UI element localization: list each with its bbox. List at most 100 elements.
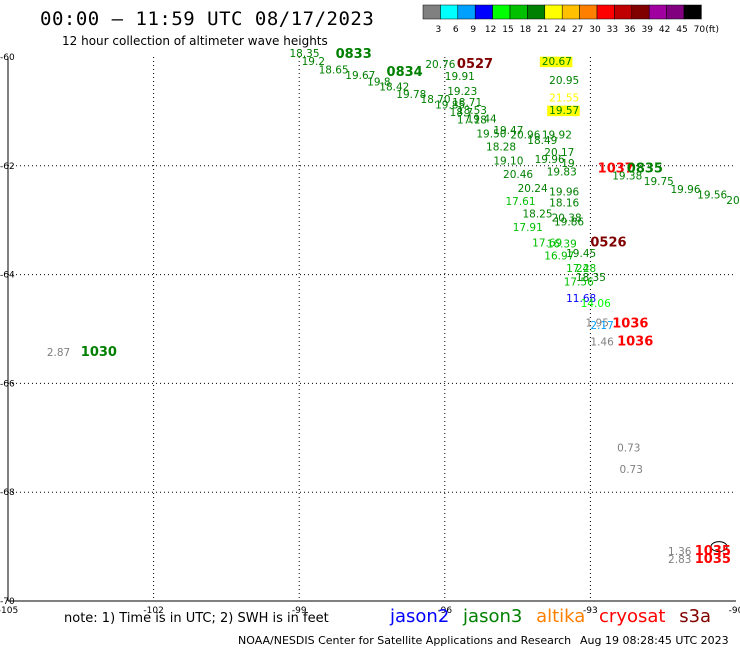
wave-height-value: 19.2 [302,56,325,68]
wave-height-value: 19.67 [345,70,375,82]
wave-height-value: 19.85 [435,100,465,112]
wave-height-value: 16.39 [547,238,577,250]
legend-swatch [561,4,580,20]
legend-swatch [648,4,667,20]
legend-label: 39 [641,25,653,35]
lon-tick-label: -99 [292,606,307,616]
pass-time-label: 0527 [457,57,493,72]
wave-height-value: 19.45 [566,248,596,260]
pass-time-label: 1030 [81,345,117,360]
wave-height-value: 17.56 [564,276,594,288]
lon-tick-label: -102 [143,606,163,616]
wave-height-value: 20.46 [503,169,533,181]
wave-height-value: 18.35 [576,272,606,284]
pass-time-label: 1035 [695,552,731,567]
wave-height-value: 18.28 [486,142,516,154]
legend-swatch [440,4,459,20]
wave-height-value: 18.35 [289,48,319,60]
wave-height-value: 19.8 [367,76,390,88]
wave-height-value: 17.91 [513,222,543,234]
color-legend: 3 6 9 12 15 18 21 24 27 30 33 36 39 42 45 70 (ft) [422,4,719,35]
legend-swatch [509,4,528,20]
wave-height-value: 2.17 [590,320,613,332]
credit-text: NOAA/NESDIS Center for Satellite Applica… [238,634,572,647]
wave-height-value: 18.53 [457,105,487,117]
wave-height-value: 0.73 [620,464,643,476]
wave-height-value: 18.7 [450,107,473,119]
coastline-shape [710,541,728,553]
wave-height-value: 19.86 [554,217,584,229]
lat-tick-label: -60 [0,53,15,63]
legend-label: 3 [436,25,442,35]
wave-height-value: 18.42 [379,82,409,94]
wave-height-value: 20.96 [510,130,540,142]
wave-height-value: 19.56 [697,189,727,201]
wave-height-value: 19.96 [535,154,565,166]
wave-height-value: 19.92 [542,130,572,142]
lon-tick-label: -105 [0,606,18,616]
legend-label: 45 [676,25,687,35]
page-title: 00:00 – 11:59 UTC 08/17/2023 [40,8,375,30]
lon-tick-label: -90 [729,606,740,616]
lat-tick-label: -62 [0,162,15,172]
legend-label: 70 [694,25,706,35]
wave-height-value: 14.06 [581,298,611,310]
footer-note: note: 1) Time is in UTC; 2) SWH is in fe… [64,611,329,626]
wave-height-value: 19.50 [476,129,506,141]
wave-height-value: 19.83 [547,167,577,179]
wave-height-value: 19.78 [396,89,426,101]
wave-height-value: 2.83 [668,554,691,566]
legend-label: 33 [607,25,618,35]
legend-label: 21 [537,25,548,35]
legend-label: 6 [453,25,459,35]
wave-height-value: 19.91 [445,71,475,83]
legend-swatch [579,4,598,20]
wave-height-value: 20.24 [518,183,548,195]
legend-swatch [666,4,685,20]
lat-tick-label: -68 [0,488,15,498]
wave-height-value: 1.46 [590,336,614,348]
satellite-legend: jason2 jason3 altika cryosat s3a [390,606,719,627]
wave-height-value: 17.18 [457,114,487,126]
legend-label: 27 [572,25,583,35]
wave-height-value: 17.61 [505,196,535,208]
wave-height-value: 16.97 [544,250,574,262]
lon-tick-label: -93 [583,606,598,616]
pass-time-label: 1035 [695,544,731,559]
legend-label: 9 [470,25,476,35]
wave-height-value: 19 [561,158,574,170]
legend-swatch [683,4,702,20]
wave-height-value: 2.87 [47,347,70,359]
pass-time-label: 1037 [598,161,634,176]
wave-height-value: 18.70 [421,94,451,106]
legend-swatch [422,4,441,20]
wave-height-value: 20.76 [425,59,455,71]
legend-swatch [492,4,511,20]
wave-height-value: 18.16 [549,198,579,210]
pass-time-label: 0835 [627,161,663,176]
legend-swatch [457,4,476,20]
wave-height-value: 19.57 [549,105,579,117]
wave-height-value: 1.36 [668,546,692,558]
lat-tick-label: -70 [0,597,15,607]
legend-label: 12 [485,25,496,35]
wave-height-value: 21.55 [549,93,579,105]
satellite-altika: altika [536,606,586,627]
legend-swatch [614,4,633,20]
wave-height-value: 19.75 [644,176,674,188]
wave-height-value: 17.69 [532,237,562,249]
wave-height-value: 19.96 [549,187,579,199]
legend-swatch [596,4,615,20]
pass-time-label: 0834 [387,65,423,80]
legend-unit: (ft) [705,25,719,35]
pass-time-label: 1036 [612,316,648,331]
legend-label: 30 [589,25,601,35]
wave-height-value: 17.28 [566,263,596,275]
satellite-jason2: jason2 [390,606,450,627]
legend-label: 15 [502,25,513,35]
wave-height-value: 24 [576,263,590,275]
wave-height-value: 19.38 [612,170,642,182]
legend-label: 24 [554,25,566,35]
observation-highlight [539,56,573,68]
